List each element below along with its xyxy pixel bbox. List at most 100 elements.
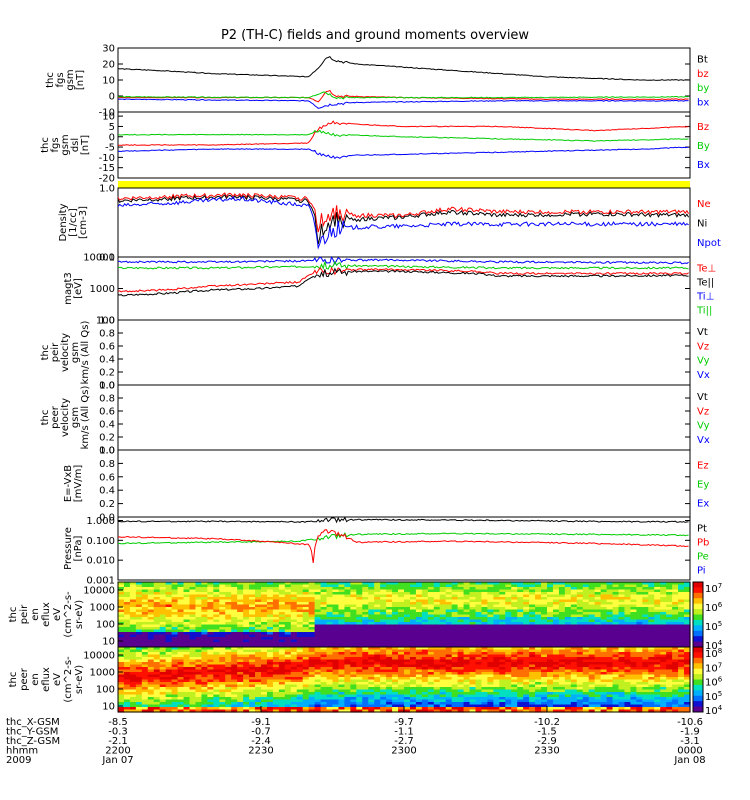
spectrogram-cell	[612, 697, 620, 701]
spectrogram-cell	[511, 672, 518, 676]
spectrogram-cell	[409, 682, 417, 686]
spectrogram-cell	[255, 619, 262, 623]
spectrogram-cell	[433, 637, 441, 641]
spectrogram-cell	[296, 584, 304, 588]
spectrogram-cell	[189, 692, 197, 696]
spectrogram-cell	[368, 589, 375, 593]
spectrogram-cell	[439, 594, 447, 598]
spectrogram-cell	[570, 602, 578, 606]
spectrogram-cell	[576, 589, 584, 593]
spectrogram-cell	[451, 684, 459, 688]
spectrogram-cell	[183, 612, 191, 616]
spectrogram-cell	[570, 617, 578, 621]
spectrogram-cell	[296, 642, 304, 646]
spectrogram-cell	[552, 624, 560, 628]
spectrogram-cell	[135, 607, 143, 611]
spectrogram-cell	[308, 612, 316, 616]
spectrogram-cell	[600, 584, 608, 588]
spectrogram-cell	[409, 584, 417, 588]
spectrogram-cell	[326, 629, 334, 633]
spectrogram-cell	[183, 684, 191, 688]
spectrogram-cell	[576, 697, 584, 701]
spectrogram-cell	[439, 592, 447, 596]
spectrogram-cell	[618, 684, 626, 688]
spectrogram-cell	[535, 629, 542, 633]
spectrogram-cell	[630, 602, 637, 606]
spectrogram-cell	[535, 644, 542, 648]
spectrogram-cell	[421, 647, 429, 651]
spectrogram-cell	[398, 709, 405, 713]
spectrogram-cell	[368, 647, 375, 651]
spectrogram-cell	[511, 627, 518, 631]
spectrogram-cell	[141, 587, 149, 591]
spectrogram-cell	[451, 654, 459, 658]
spectrogram-cell	[594, 659, 602, 663]
spectrogram-cell	[207, 622, 214, 626]
spectrogram-cell	[386, 619, 393, 623]
spectrogram-cell	[225, 614, 232, 618]
spectrogram-cell	[159, 647, 167, 651]
spectrogram-cell	[487, 704, 494, 708]
spectrogram-cell	[582, 619, 590, 623]
spectrogram-cell	[624, 582, 632, 586]
spectrogram-cell	[350, 584, 357, 588]
spectrogram-cell	[529, 614, 536, 618]
spectrogram-cell	[272, 664, 280, 668]
yaxis-title: peer	[50, 405, 61, 429]
spectrogram-cell	[558, 607, 566, 611]
spectrogram-cell	[153, 639, 161, 643]
spectrogram-cell	[207, 582, 214, 586]
spectrogram-cell	[600, 592, 608, 596]
spectrogram-cell	[541, 647, 548, 651]
chart-title: P2 (TH-C) fields and ground moments over…	[220, 28, 530, 43]
spectrogram-cell	[141, 614, 149, 618]
spectrogram-cell	[570, 659, 578, 663]
spectrogram-cell	[433, 657, 441, 661]
spectrogram-cell	[266, 609, 274, 613]
spectrogram-cell	[118, 629, 125, 633]
spectrogram-cell	[302, 589, 310, 593]
spectrogram-cell	[427, 594, 435, 598]
spectrogram-cell	[225, 592, 232, 596]
spectrogram-cell	[624, 674, 632, 678]
spectrogram-cell	[225, 709, 232, 713]
spectrogram-cell	[362, 597, 369, 601]
spectrogram-cell	[678, 584, 685, 588]
spectrogram-cell	[588, 602, 596, 606]
spectrogram-cell	[332, 687, 340, 691]
spectrogram-cell	[195, 637, 203, 641]
spectrogram-cell	[153, 689, 161, 693]
spectrogram-cell	[165, 599, 173, 603]
spectrogram-cell	[630, 674, 637, 678]
spectrogram-cell	[231, 594, 238, 598]
legend-bz: Bz	[697, 122, 709, 133]
spectrogram-cell	[457, 704, 465, 708]
spectrogram-cell	[612, 704, 620, 708]
spectrogram-cell	[368, 612, 375, 616]
spectrogram-cell	[255, 634, 262, 638]
series-temperature-ti	[117, 255, 689, 265]
spectrogram-cell	[123, 689, 131, 693]
spectrogram-cell	[171, 664, 179, 668]
spectrogram-cell	[529, 594, 536, 598]
spectrogram-cell	[374, 677, 381, 681]
spectrogram-cell	[189, 702, 197, 706]
spectrogram-cell	[558, 649, 566, 653]
spectrogram-cell	[505, 674, 512, 678]
spectrogram-cell	[427, 669, 435, 673]
spectrogram-cell	[231, 639, 238, 643]
spectrogram-cell	[660, 597, 667, 601]
spectrogram-cell	[648, 599, 655, 603]
spectrogram-cell	[594, 699, 602, 703]
spectrogram-cell	[582, 607, 590, 611]
spectrogram-cell	[326, 709, 334, 713]
spectrogram-cell	[660, 604, 667, 608]
spectrogram-cell	[439, 617, 447, 621]
spectrogram-cell	[594, 582, 602, 586]
spectrogram-cell	[547, 657, 554, 661]
spectrogram-cell	[135, 614, 143, 618]
spectrogram-cell	[219, 692, 226, 696]
spectrogram-cell	[678, 639, 685, 643]
spectrogram-cell	[409, 589, 417, 593]
spectrogram-cell	[177, 599, 185, 603]
